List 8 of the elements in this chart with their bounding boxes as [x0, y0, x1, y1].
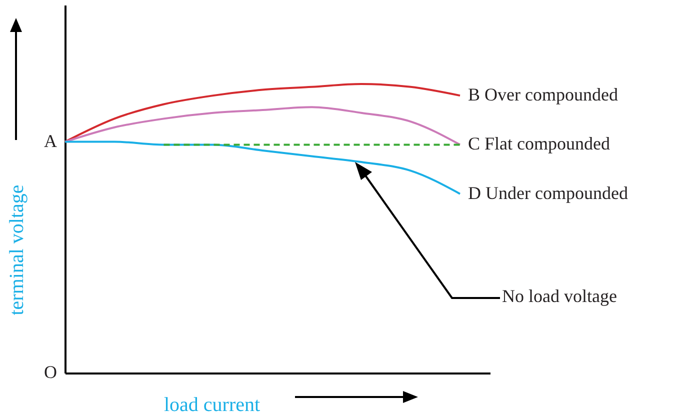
y-axis-title: terminal voltage: [6, 184, 28, 316]
series-label: D Under compounded: [468, 182, 628, 203]
x-axis-title: load current: [164, 394, 260, 413]
series-label: B Over compounded: [468, 84, 618, 105]
text: O: [44, 362, 57, 382]
series-label: C Flat compounded: [468, 134, 610, 154]
text: A: [44, 130, 57, 151]
text: No load voltage: [502, 286, 617, 306]
